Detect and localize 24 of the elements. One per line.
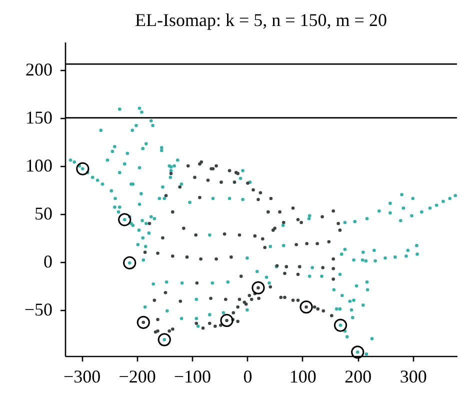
chart-title: EL-Isomap: k = 5, n = 150, m = 20	[135, 10, 387, 30]
x-tick-label: −200	[118, 366, 156, 386]
point	[334, 318, 348, 332]
y-tick-label: 200	[26, 59, 52, 80]
point	[252, 281, 265, 294]
y-tick-label: −50	[24, 299, 52, 320]
y-tick-label: 100	[26, 155, 52, 176]
x-tick-label: 200	[344, 366, 372, 386]
point	[136, 316, 150, 329]
point	[76, 162, 90, 176]
x-tick-label: −100	[174, 366, 212, 386]
point	[300, 300, 313, 314]
x-tick-label: −300	[63, 366, 101, 386]
point	[220, 314, 234, 328]
x-tick-label: 0	[243, 366, 252, 386]
x-tick-label: 300	[400, 366, 427, 386]
y-tick-label: 50	[34, 203, 52, 224]
point	[158, 333, 171, 346]
x-tick-label: 100	[289, 366, 316, 386]
y-tick-label: 0	[44, 251, 52, 272]
point	[118, 213, 132, 226]
point	[123, 256, 136, 270]
y-tick-label: 150	[26, 107, 52, 128]
point	[351, 346, 364, 359]
